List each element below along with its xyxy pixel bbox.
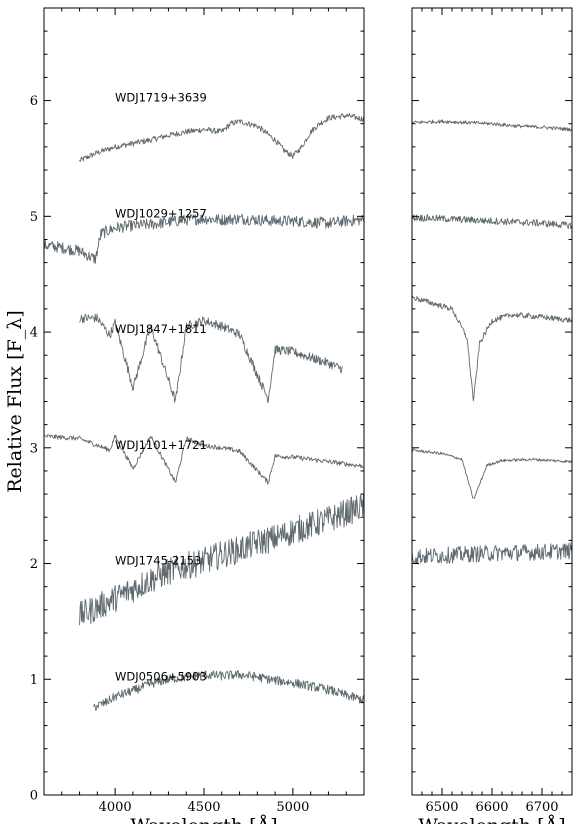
spectrum-name-label: WDJ1029+1257	[115, 206, 207, 220]
x-tick-label: 6600	[475, 800, 508, 815]
y-axis-label: Relative Flux [F_λ]	[4, 310, 26, 493]
x-tick-label: 6700	[525, 800, 558, 815]
x-tick-label: 4500	[187, 800, 220, 815]
y-tick-label: 3	[30, 441, 38, 456]
spectrum-WDJ1719+3639-main	[79, 113, 364, 163]
y-tick-label: 0	[30, 789, 38, 804]
spectrum-WDJ1847+1811-main	[79, 313, 343, 403]
spectrum-WDJ1719+3639-halpha	[412, 119, 572, 132]
spectrum-WDJ1745-2153-main	[79, 492, 364, 626]
x-tick-label: 5000	[276, 800, 309, 815]
panel-halpha: 6500 6600 6700Wavelength [Å]	[411, 7, 573, 824]
spectra-halpha	[412, 119, 572, 565]
spectrum-WDJ1029+1257-halpha	[412, 214, 572, 230]
spectrum-WDJ1847+1811-halpha	[412, 295, 572, 402]
y-tick-label: 2	[30, 557, 38, 572]
spectra-main	[44, 113, 364, 711]
y-tick-label: 4	[30, 326, 38, 341]
x-axis-label-main: Wavelength [Å]	[130, 815, 277, 824]
y-tick-label: 5	[30, 210, 38, 225]
y-tick-label: 6	[30, 94, 38, 109]
axes-frame-halpha	[411, 7, 573, 796]
spectrum-name-label: WDJ1719+3639	[115, 91, 207, 105]
spectrum-name-label: WDJ1745-2153	[115, 554, 201, 568]
x-tick-label: 4000	[99, 800, 132, 815]
spectrum-name-label: WDJ1847+1811	[115, 322, 207, 336]
spectrum-WDJ1101+1721-main	[44, 434, 364, 485]
spectrum-name-label: WDJ1101+1721	[115, 438, 207, 452]
spectrum-WDJ1029+1257-main	[44, 213, 364, 265]
y-tick-label: 1	[30, 673, 38, 688]
panel-main: 4000 4500 5000Wavelength [Å]	[43, 7, 365, 824]
spectrum-WDJ1745-2153-halpha	[412, 542, 572, 565]
spectrum-WDJ1101+1721-halpha	[412, 448, 572, 499]
spectrum-name-label: WDJ0506+5903	[115, 669, 207, 683]
x-tick-label: 6500	[425, 800, 458, 815]
spectrum-WDJ0506+5903-main	[93, 670, 364, 711]
x-axis-label-halpha: Wavelength [Å]	[418, 815, 565, 824]
